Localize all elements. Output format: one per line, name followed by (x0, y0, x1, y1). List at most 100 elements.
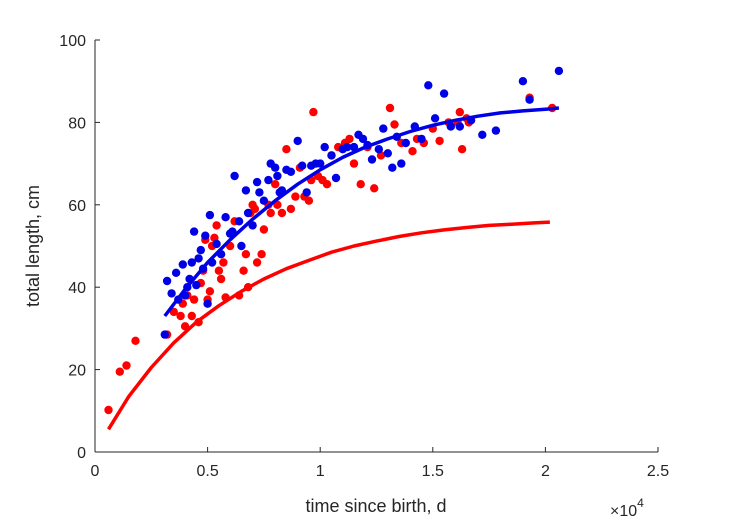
red-data-point (435, 136, 444, 146)
red-data-point (115, 367, 125, 376)
x-axis-label: time since birth, d (305, 496, 446, 516)
blue-data-point (241, 186, 251, 195)
red-data-point (408, 147, 417, 156)
red-data-point (277, 208, 287, 218)
x-tick-label: 1 (316, 463, 325, 480)
red-data-point (122, 361, 131, 370)
red-data-point (241, 250, 251, 259)
blue-data-point (388, 163, 397, 172)
y-tick-label: 100 (59, 33, 86, 50)
blue-data-point (525, 95, 534, 104)
blue-data-point (194, 254, 203, 263)
red-data-point (271, 180, 280, 189)
blue-data-point (230, 171, 239, 181)
red-data-point (455, 107, 464, 117)
red-data-point (176, 311, 185, 321)
blue-data-point (316, 159, 325, 168)
red-data-point (257, 250, 266, 259)
y-tick-label: 40 (68, 280, 86, 297)
blue-data-point (167, 289, 176, 298)
red-data-point (219, 258, 228, 267)
x-tick-label: 2.5 (647, 463, 669, 480)
blue-data-point (446, 122, 455, 131)
red-data-point (370, 184, 379, 193)
red-data-point (385, 103, 395, 113)
blue-data-point (171, 268, 181, 277)
y-axis-ticks: 0 20 40 60 80 100 (59, 33, 100, 462)
x-axis-multiplier: ×104 (610, 496, 644, 520)
blue-data-point (162, 276, 172, 286)
blue-data-point (298, 161, 307, 170)
blue-data-point (331, 173, 341, 183)
red-data-point (214, 266, 224, 275)
blue-data-point (455, 122, 464, 131)
blue-data-point (374, 145, 383, 154)
blue-data-point (252, 177, 262, 187)
blue-data-point (518, 77, 528, 86)
axes: 0 0.5 1 1.5 2 2.5 0 20 40 60 80 100 (59, 33, 669, 480)
blue-data-point (221, 213, 230, 222)
blue-data-point (196, 245, 205, 255)
blue-data-point (302, 188, 311, 197)
blue-data-point (187, 258, 196, 267)
blue-data-point (367, 155, 377, 164)
blue-data-point (401, 138, 410, 148)
red-data-point (282, 145, 291, 154)
red-data-point (349, 159, 359, 168)
blue-data-point (201, 231, 210, 240)
blue-data-point (383, 149, 392, 158)
x-axis-ticks: 0 0.5 1 1.5 2 2.5 (91, 447, 669, 480)
red-data-point (457, 145, 467, 154)
blue-data-point (293, 136, 302, 146)
red-data-point (291, 192, 300, 201)
blue-data-point (286, 167, 296, 176)
blue-data-point (205, 210, 215, 220)
blue-fit-curve (163, 106, 560, 318)
red-data-point (304, 196, 314, 205)
x-tick-label: 1.5 (422, 463, 444, 480)
blue-data-point (203, 299, 212, 308)
blue-data-point (212, 239, 221, 249)
blue-data-point (160, 330, 169, 339)
red-data-point (266, 208, 275, 218)
red-data-point (322, 180, 332, 189)
red-data-point (131, 336, 140, 345)
red-data-point (309, 107, 318, 117)
blue-data-point (343, 142, 352, 152)
blue-data-point (259, 196, 269, 205)
blue-data-point (320, 142, 329, 152)
red-data-point (356, 180, 365, 189)
blue-data-point (554, 66, 564, 76)
red-fit-curve (107, 220, 550, 431)
blue-data-point (358, 134, 368, 144)
blue-data-point (255, 188, 264, 197)
y-tick-label: 60 (68, 198, 86, 215)
blue-data-point (237, 241, 246, 251)
blue-data-point (417, 134, 426, 144)
blue-data-point (178, 260, 187, 269)
red-data-point (187, 311, 196, 321)
blue-data-point (349, 142, 359, 152)
blue-data-point (189, 227, 199, 236)
x-tick-label: 0.5 (196, 463, 218, 480)
blue-data-point (379, 124, 388, 133)
blue-data-point (439, 89, 449, 98)
red-data-point (104, 405, 113, 415)
y-tick-label: 20 (68, 363, 86, 380)
blue-data-point (243, 208, 253, 218)
x-axis-multiplier-exponent: 4 (637, 496, 644, 510)
blue-data-point (430, 114, 440, 123)
red-data-point (345, 134, 354, 144)
blue-data-point (424, 81, 433, 90)
x-tick-label: 2 (541, 463, 550, 480)
blue-data-point (273, 171, 282, 181)
red-data-point (239, 266, 248, 275)
red-data-point (286, 204, 296, 214)
blue-data-point (264, 175, 273, 185)
blue-data-point (491, 126, 501, 135)
plot-area (104, 66, 564, 431)
y-tick-label: 80 (68, 115, 86, 132)
red-data-point (205, 287, 215, 296)
red-data-point (250, 204, 260, 214)
